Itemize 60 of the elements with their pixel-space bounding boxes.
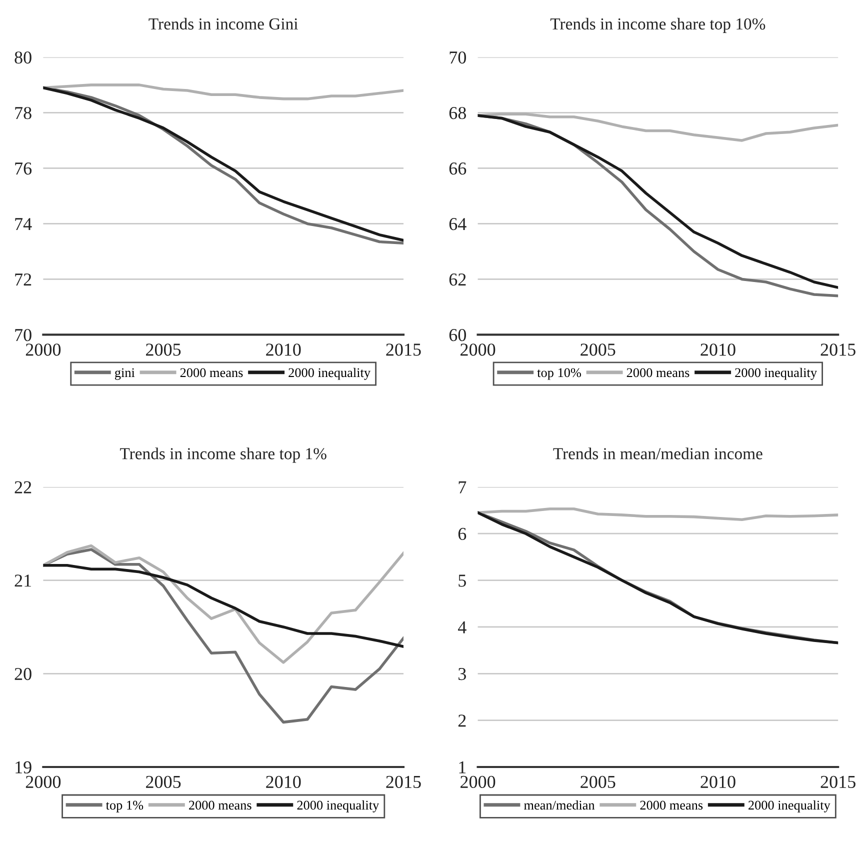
y-tick-label: 68 — [449, 106, 466, 120]
legend-label: 2000 inequality — [297, 800, 380, 812]
y-tick-label: 70 — [15, 328, 32, 342]
y-tick-label: 60 — [449, 328, 466, 342]
line-series — [43, 84, 404, 100]
legend-label: 2000 inequality — [288, 368, 370, 380]
chart-title: Trends in mean/median income — [553, 448, 762, 460]
line-series — [43, 544, 404, 664]
x-tick-label: 2000 — [460, 776, 496, 788]
x-tick-label: 2010 — [266, 344, 301, 356]
chart-title: Trends in income Gini — [148, 18, 298, 30]
legend-label: 2000 means — [626, 368, 690, 378]
y-tick-label: 64 — [449, 218, 466, 230]
chart-title: Trends in income share top 10% — [550, 18, 766, 33]
line-series — [478, 507, 838, 521]
x-tick-label: 2010 — [266, 776, 301, 788]
x-tick-label: 2005 — [580, 776, 616, 788]
legend-label: 2000 means — [640, 800, 703, 810]
y-tick-label: 4 — [458, 621, 466, 634]
legend-label: top 10% — [537, 368, 582, 380]
x-tick-label: 2000 — [26, 776, 61, 788]
line-series — [43, 564, 404, 648]
y-tick-label: 76 — [15, 162, 32, 175]
legend-label: mean/median — [524, 800, 595, 810]
x-tick-label: 2010 — [700, 776, 736, 788]
chart-title: Trends in income share top 1% — [120, 448, 326, 463]
x-tick-label: 2005 — [580, 344, 616, 356]
y-tick-label: 1 — [459, 761, 466, 774]
legend-label: 2000 means — [180, 368, 243, 378]
y-tick-label: 7 — [458, 481, 466, 494]
y-tick-label: 72 — [15, 274, 32, 286]
y-tick-label: 80 — [14, 51, 32, 64]
y-tick-label: 2 — [458, 714, 466, 727]
x-tick-label: 2005 — [146, 344, 181, 356]
x-tick-label: 2010 — [700, 344, 736, 356]
y-tick-label: 21 — [14, 574, 32, 587]
legend-label: gini — [114, 368, 135, 380]
x-tick-label: 2000 — [26, 344, 61, 356]
y-tick-label: 74 — [15, 218, 32, 230]
y-tick-label: 20 — [14, 668, 32, 680]
legend-label: 2000 inequality — [748, 800, 830, 812]
x-tick-label: 2015 — [820, 776, 856, 788]
legend-label: 2000 means — [189, 800, 252, 810]
y-tick-label: 3 — [458, 668, 466, 680]
y-tick-label: 22 — [14, 481, 32, 494]
x-tick-label: 2000 — [460, 344, 496, 356]
x-tick-label: 2015 — [820, 344, 856, 356]
y-tick-label: 5 — [458, 574, 466, 587]
x-tick-label: 2015 — [386, 344, 421, 356]
y-tick-label: 78 — [15, 106, 32, 120]
x-tick-label: 2005 — [146, 776, 181, 788]
y-tick-label: 66 — [449, 162, 466, 175]
y-tick-label: 62 — [449, 274, 466, 286]
y-tick-label: 70 — [450, 51, 466, 64]
y-tick-label: 6 — [458, 528, 466, 540]
y-tick-label: 19 — [16, 761, 32, 774]
legend-label: 2000 inequality — [735, 368, 817, 380]
x-tick-label: 2015 — [386, 776, 421, 788]
line-series — [478, 112, 838, 142]
legend-label: top 1% — [106, 800, 144, 812]
